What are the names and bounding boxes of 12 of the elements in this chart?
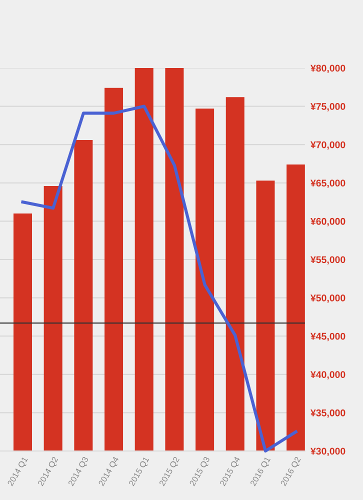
y-tick-label: ¥65,000 bbox=[310, 180, 346, 188]
y-tick-label: ¥40,000 bbox=[310, 371, 346, 380]
y-tick-label: ¥70,000 bbox=[310, 141, 346, 150]
y-tick-label: ¥30,000 bbox=[310, 448, 346, 456]
y-tick-label: ¥55,000 bbox=[310, 256, 346, 265]
y-tick-label: ¥75,000 bbox=[310, 103, 346, 112]
y-tick-label: ¥35,000 bbox=[310, 409, 346, 418]
y-tick-label: ¥80,000 bbox=[310, 64, 346, 74]
y-tick-label: ¥60,000 bbox=[310, 218, 346, 226]
y-tick-label: ¥45,000 bbox=[310, 332, 346, 342]
line-series bbox=[21, 104, 298, 453]
y-tick-label: ¥50,000 bbox=[310, 294, 346, 303]
